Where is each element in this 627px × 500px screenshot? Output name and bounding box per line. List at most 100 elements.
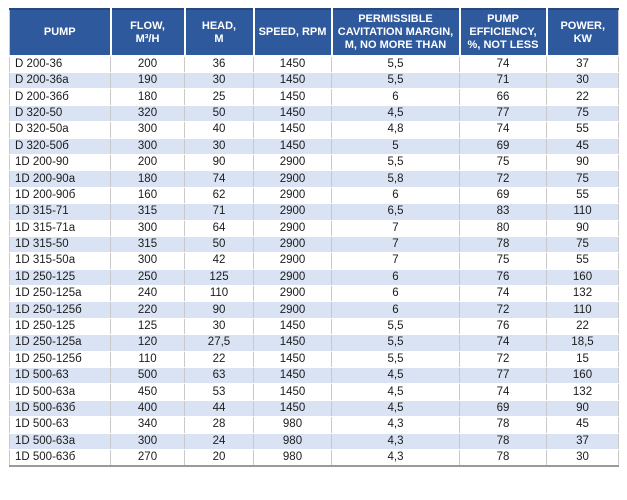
value-cell-power: 132 — [546, 383, 619, 401]
value-cell-head: 71 — [184, 203, 254, 221]
value-cell-efficiency: 78 — [459, 449, 547, 467]
value-cell-flow: 190 — [110, 72, 185, 90]
value-cell-flow: 315 — [110, 236, 185, 254]
column-header-power: POWER, KW — [546, 8, 619, 57]
value-cell-flow: 200 — [110, 154, 185, 172]
pump-model-cell: 1D 315-71a — [9, 220, 111, 237]
value-cell-head: 53 — [184, 383, 254, 401]
value-cell-head: 30 — [184, 72, 254, 90]
value-cell-flow: 400 — [110, 400, 185, 418]
value-cell-power: 160 — [546, 367, 619, 385]
value-cell-speed: 1450 — [253, 88, 332, 106]
value-cell-efficiency: 78 — [459, 416, 547, 434]
value-cell-flow: 450 — [110, 383, 185, 401]
pump-model-cell: 1D 200-90 — [9, 154, 111, 172]
pump-model-cell: 1D 200-90б — [9, 187, 111, 205]
pump-model-cell: 1D 250-125 — [9, 269, 111, 287]
table-header: PUMP FLOW, M³/H HEAD, M SPEED, RPM PERMISSIB… — [9, 8, 619, 57]
table-row: 1D 200-90 200 90 2900 5,5 75 90 — [9, 154, 619, 172]
pump-model-cell: D 320-50б — [9, 138, 111, 155]
value-cell-efficiency: 75 — [459, 154, 547, 172]
value-cell-head: 64 — [184, 220, 254, 237]
table-row: 1D 500-63 500 63 1450 4,5 77 160 — [9, 367, 619, 385]
table-body: D 200-36 200 36 1450 5,5 74 37 D 200-36a 190 30 14… — [9, 56, 619, 467]
pump-model-cell: D 200-36a — [9, 72, 111, 90]
value-cell-speed: 1450 — [253, 72, 332, 90]
table-row: D 200-36a 190 30 1450 5,5 71 30 — [9, 72, 619, 90]
value-cell-power: 45 — [546, 138, 619, 155]
value-cell-head: 50 — [184, 236, 254, 254]
value-cell-efficiency: 69 — [459, 187, 547, 205]
value-cell-power: 22 — [546, 88, 619, 106]
pump-model-cell: 1D 500-63 — [9, 367, 111, 385]
value-cell-efficiency: 74 — [459, 285, 547, 303]
value-cell-efficiency: 80 — [459, 220, 547, 237]
table-row: D 320-50б 300 30 1450 5 69 45 — [9, 138, 619, 155]
value-cell-cavitation-margin: 5,5 — [331, 56, 460, 73]
value-cell-cavitation-margin: 5,5 — [331, 334, 460, 352]
value-cell-speed: 2900 — [253, 269, 332, 287]
value-cell-flow: 125 — [110, 318, 185, 336]
value-cell-speed: 980 — [253, 449, 332, 467]
value-cell-speed: 1450 — [253, 351, 332, 369]
value-cell-flow: 320 — [110, 105, 185, 123]
value-cell-power: 30 — [546, 72, 619, 90]
value-cell-speed: 1450 — [253, 121, 332, 139]
value-cell-flow: 315 — [110, 203, 185, 221]
value-cell-efficiency: 83 — [459, 203, 547, 221]
value-cell-speed: 1450 — [253, 334, 332, 352]
column-header-cavitation-margin: PERMISSIBLE CAVITATION MARGIN, M, NO MOR… — [331, 8, 461, 57]
column-header-pump: PUMP — [9, 8, 112, 57]
header-row: PUMP FLOW, M³/H HEAD, M SPEED, RPM PERMISSIB… — [9, 8, 619, 57]
value-cell-efficiency: 74 — [459, 56, 547, 73]
pump-model-cell: 1D 500-63a — [9, 433, 111, 450]
value-cell-efficiency: 72 — [459, 351, 547, 369]
value-cell-head: 110 — [184, 285, 254, 303]
value-cell-speed: 2900 — [253, 301, 332, 319]
value-cell-cavitation-margin: 6 — [331, 285, 460, 303]
value-cell-head: 24 — [184, 433, 254, 450]
value-cell-cavitation-margin: 4,8 — [331, 121, 460, 139]
value-cell-cavitation-margin: 5,5 — [331, 154, 460, 172]
column-header-efficiency: PUMP EFFICIENCY, %, NOT LESS — [459, 8, 548, 57]
table-row: 1D 250-125 125 30 1450 5,5 76 22 — [9, 318, 619, 336]
value-cell-cavitation-margin: 5,5 — [331, 351, 460, 369]
value-cell-cavitation-margin: 4,5 — [331, 105, 460, 123]
value-cell-power: 160 — [546, 269, 619, 287]
value-cell-efficiency: 71 — [459, 72, 547, 90]
value-cell-speed: 2900 — [253, 203, 332, 221]
pump-model-cell: 1D 200-90a — [9, 170, 111, 188]
value-cell-head: 22 — [184, 351, 254, 369]
value-cell-cavitation-margin: 4,5 — [331, 367, 460, 385]
pump-specifications-table: PUMP FLOW, M³/H HEAD, M SPEED, RPM PERMISSIB… — [9, 8, 619, 467]
value-cell-flow: 110 — [110, 351, 185, 369]
value-cell-speed: 1450 — [253, 400, 332, 418]
value-cell-cavitation-margin: 5 — [331, 138, 460, 155]
pump-model-cell: D 320-50a — [9, 121, 111, 139]
value-cell-speed: 1450 — [253, 367, 332, 385]
pump-model-cell: 1D 250-125a — [9, 285, 111, 303]
value-cell-flow: 300 — [110, 121, 185, 139]
value-cell-cavitation-margin: 6 — [331, 88, 460, 106]
value-cell-flow: 300 — [110, 252, 185, 270]
table-row: 1D 500-63б 400 44 1450 4,5 69 90 — [9, 400, 619, 418]
value-cell-power: 132 — [546, 285, 619, 303]
value-cell-head: 63 — [184, 367, 254, 385]
value-cell-cavitation-margin: 4,3 — [331, 416, 460, 434]
column-header-flow: FLOW, M³/H — [110, 8, 186, 57]
value-cell-head: 40 — [184, 121, 254, 139]
value-cell-speed: 980 — [253, 433, 332, 450]
value-cell-power: 55 — [546, 187, 619, 205]
pump-model-cell: 1D 250-125 — [9, 318, 111, 336]
table-row: 1D 250-125б 220 90 2900 6 72 110 — [9, 301, 619, 319]
table-row: 1D 250-125б 110 22 1450 5,5 72 15 — [9, 351, 619, 369]
value-cell-cavitation-margin: 5,8 — [331, 170, 460, 188]
value-cell-speed: 1450 — [253, 383, 332, 401]
value-cell-speed: 2900 — [253, 154, 332, 172]
value-cell-head: 42 — [184, 252, 254, 270]
value-cell-flow: 500 — [110, 367, 185, 385]
value-cell-speed: 1450 — [253, 138, 332, 155]
table-row: D 320-50a 300 40 1450 4,8 74 55 — [9, 121, 619, 139]
table-row: 1D 250-125 250 125 2900 6 76 160 — [9, 269, 619, 287]
